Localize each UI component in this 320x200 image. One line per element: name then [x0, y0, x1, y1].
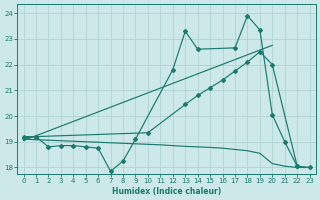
X-axis label: Humidex (Indice chaleur): Humidex (Indice chaleur): [112, 187, 221, 196]
